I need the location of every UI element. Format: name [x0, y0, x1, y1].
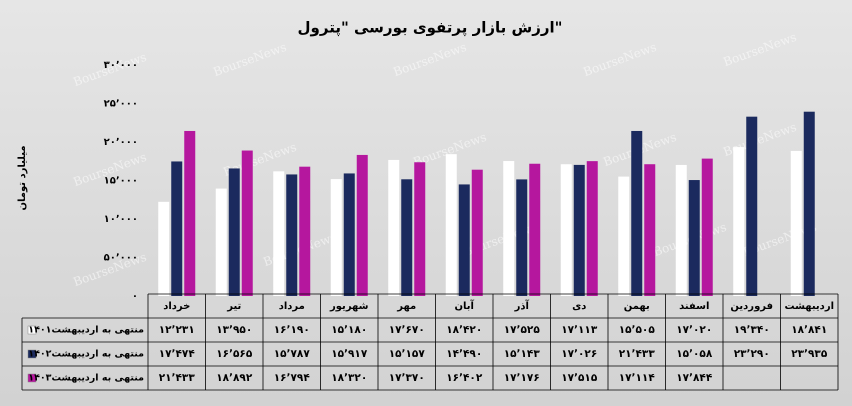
table-cell: ۱۵٬۱۵۷	[389, 348, 426, 360]
bar	[299, 166, 311, 296]
legend-label: منتهی به اردیبهشت۱۴۰۲	[28, 349, 144, 360]
x-tick-label: مهر	[396, 301, 416, 312]
y-tick-label: ۱۰٬۰۰۰	[104, 214, 138, 225]
bar	[733, 147, 745, 296]
chart-title: ارزش بازار پرتفوی بورسی "پترول"	[298, 19, 563, 38]
bar	[471, 169, 483, 296]
bar	[458, 184, 470, 296]
y-axis-title: میلیارد تومان	[17, 145, 28, 210]
bar	[330, 179, 342, 296]
table-cell: ۲۳٬۹۳۵	[791, 348, 828, 360]
bar	[184, 130, 196, 296]
table-cell: ۱۲٬۲۳۱	[159, 324, 195, 336]
table-cell: ۱۵٬۷۸۷	[274, 348, 311, 360]
bar	[273, 171, 285, 296]
legend-label: منتهی به اردیبهشت۱۴۰۳	[28, 373, 144, 384]
y-tick-label: ۵۰٬۰۰۰	[104, 253, 138, 264]
table-cell: ۱۵٬۹۱۷	[331, 348, 368, 360]
bar	[401, 179, 413, 296]
legend-label: منتهی به اردیبهشت۱۴۰۱	[28, 325, 144, 336]
bar	[560, 164, 572, 296]
table-cell: ۱۵٬۱۸۰	[331, 324, 367, 336]
table-cell: ۱۷٬۵۲۵	[504, 324, 541, 336]
x-tick-label: تیر	[226, 301, 241, 312]
bar	[241, 150, 253, 296]
table-cell: ۱۸٬۸۴۱	[791, 324, 827, 336]
y-tick-label: ۱۵٬۰۰۰	[104, 176, 138, 187]
x-tick-label: بهمن	[624, 301, 650, 312]
bar	[343, 173, 355, 296]
table-cell: ۱۶٬۴۰۲	[446, 372, 483, 384]
bar	[675, 164, 687, 296]
table-cell: ۱۷٬۶۷۰	[389, 324, 425, 336]
table-cell: ۱۴٬۴۹۰	[446, 348, 482, 360]
y-tick-label: ۲۰٬۰۰۰	[104, 137, 138, 148]
bar	[414, 162, 426, 296]
bar	[356, 154, 368, 296]
table-cell: ۱۷٬۳۷۰	[389, 372, 425, 384]
bar	[618, 176, 630, 296]
table-cell: ۲۳٬۲۹۰	[734, 348, 770, 360]
bar	[688, 180, 700, 296]
legend-swatch	[27, 373, 37, 383]
table-cell: ۱۶٬۱۹۰	[274, 324, 310, 336]
bar	[516, 179, 528, 296]
table-cell: ۱۷٬۰۲۶	[561, 348, 597, 360]
x-tick-label: آذر	[514, 299, 530, 312]
table-cell: ۱۸٬۸۹۲	[216, 372, 253, 384]
x-tick-label: دی	[572, 301, 586, 312]
table-cell: ۱۵٬۰۵۸	[676, 348, 713, 360]
table-cell: ۱۷٬۵۱۵	[561, 372, 598, 384]
x-tick-label: اردیبهشت	[784, 301, 834, 312]
table-cell: ۱۷٬۱۱۳	[561, 324, 598, 336]
table-cell: ۱۷٬۱۱۴	[619, 372, 656, 384]
bar	[171, 161, 183, 296]
x-tick-label: مرداد	[279, 301, 305, 312]
table-cell: ۱۶٬۵۶۵	[216, 348, 253, 360]
bar	[286, 174, 298, 296]
table-cell: ۱۵٬۱۴۳	[504, 348, 541, 360]
table-cell: ۱۳٬۹۵۰	[216, 324, 252, 336]
x-tick-label: شهریور	[329, 301, 369, 312]
bar	[529, 163, 541, 296]
table-cell: ۱۸٬۴۲۰	[446, 324, 482, 336]
bar	[701, 158, 713, 296]
x-tick-label: خرداد	[163, 301, 190, 312]
x-tick-label: فروردین	[730, 301, 773, 312]
table-cell: ۱۷٬۱۷۶	[504, 372, 540, 384]
table-cell: ۱۶٬۷۹۴	[274, 372, 311, 384]
y-tick-label: ۰	[132, 291, 138, 302]
table-cell: ۲۱٬۴۳۳	[619, 348, 656, 360]
bar	[503, 161, 515, 296]
bar	[228, 168, 240, 296]
bar	[573, 164, 585, 296]
table-cell: ۱۸٬۳۲۰	[331, 372, 367, 384]
bar	[746, 116, 758, 297]
bar	[158, 201, 170, 296]
bar	[790, 150, 802, 296]
bar	[586, 161, 598, 296]
table-cell: ۱۷٬۰۲۰	[676, 324, 712, 336]
table-cell: ۱۷٬۴۷۴	[159, 348, 196, 360]
bar	[631, 130, 643, 296]
table-cell: ۱۷٬۸۴۴	[676, 372, 713, 384]
x-tick-label: اسفند	[679, 301, 709, 312]
bar	[644, 164, 656, 296]
table-cell: ۲۱٬۴۳۳	[159, 372, 196, 384]
table-cell: ۱۵٬۵۰۵	[619, 324, 656, 336]
y-tick-label: ۳۰٬۰۰۰	[104, 60, 138, 71]
legend-swatch	[27, 349, 37, 359]
y-tick-label: ۲۵٬۰۰۰	[104, 99, 138, 110]
x-tick-label: آبان	[455, 299, 475, 312]
table-cell: ۱۹٬۳۴۰	[734, 324, 770, 336]
legend-swatch	[27, 325, 37, 335]
bar	[445, 154, 457, 296]
bar	[215, 188, 227, 296]
bar	[388, 159, 400, 296]
bar	[803, 111, 815, 296]
